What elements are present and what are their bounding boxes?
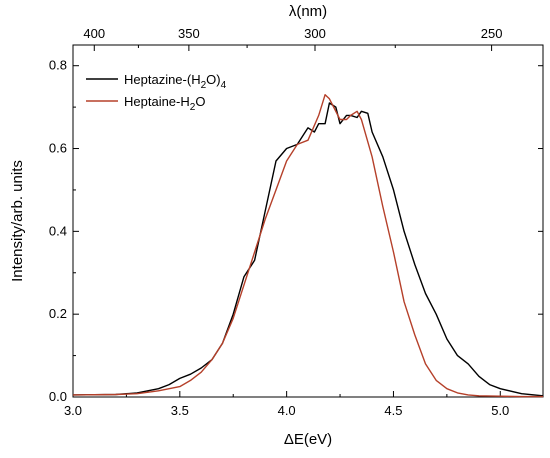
y-tick-label-2: 0.4: [49, 223, 67, 238]
top-tick-label-2: 300: [304, 26, 326, 41]
top-tick-label-3: 250: [481, 26, 503, 41]
x-tick-label-2: 4.0: [278, 403, 296, 418]
y-tick-label-0: 0.0: [49, 389, 67, 404]
x-tick-label-3: 4.5: [384, 403, 402, 418]
x-axis-label: ΔE(eV): [284, 431, 332, 448]
axis-ticks: 3.0 3.5 4.0 4.5 5.0 0.0 0.2 0.4 0.6 0.8 400 350 300 2…: [49, 26, 543, 418]
x-tick-label-0: 3.0: [64, 403, 82, 418]
y-tick-label-1: 0.2: [49, 306, 67, 321]
y-tick-label-3: 0.6: [49, 141, 67, 156]
top-tick-label-1: 350: [178, 26, 200, 41]
x-tick-label-4: 5.0: [491, 403, 509, 418]
series-line-1: [72, 94, 543, 398]
legend: Heptazine-(H2O)4 Heptaine-H2O: [86, 72, 227, 113]
legend-label-heptaine: Heptaine-H2O: [124, 94, 205, 113]
top-axis-label: λ(nm): [289, 3, 327, 20]
plot-frame: [72, 44, 544, 398]
x-tick-label-1: 3.5: [171, 403, 189, 418]
top-tick-label-0: 400: [83, 26, 105, 41]
y-axis-label: Intensity/arb. units: [9, 160, 26, 282]
series-layer: [72, 94, 544, 398]
legend-label-heptazine: Heptazine-(H2O)4: [124, 72, 227, 91]
series-line-0: [72, 102, 544, 397]
y-tick-label-4: 0.8: [49, 58, 67, 73]
